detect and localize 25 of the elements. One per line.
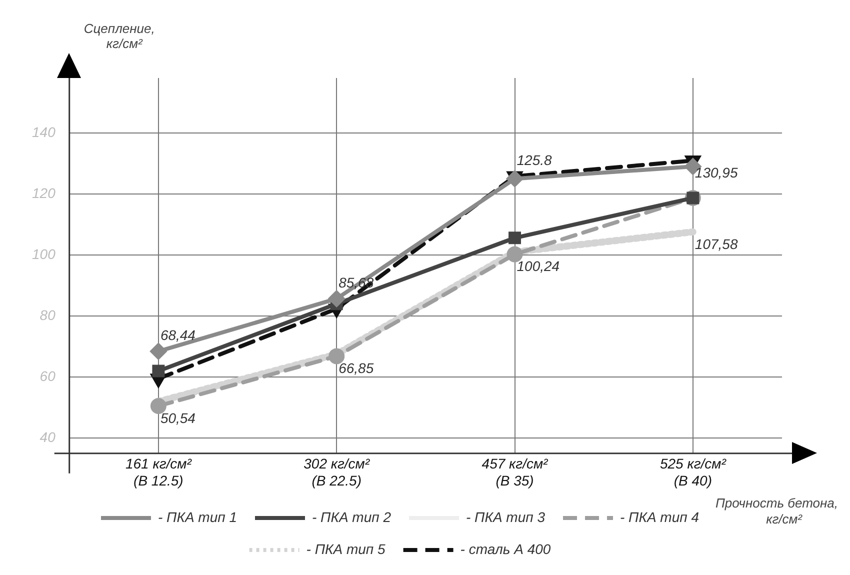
x-axis-title: Прочность бетона, кг/см² <box>716 496 838 527</box>
legend-label: - ПКА тип 4 <box>620 508 700 525</box>
y-tick-label: 80 <box>40 306 56 323</box>
y-tick-label: 120 <box>32 184 56 201</box>
legend-label: - ПКА тип 5 <box>306 540 386 557</box>
x-tick-label: 302 кг/см² (В 22.5) <box>304 456 371 488</box>
data-label: 66,85 <box>338 360 374 376</box>
x-tick-label: 457 кг/см² (В 35) <box>482 456 550 488</box>
data-label: 130,95 <box>694 164 738 180</box>
data-label: 125.8 <box>516 152 552 168</box>
x-tick-label: 161 кг/см² (В 12.5) <box>125 456 193 488</box>
legend-label: - ПКА тип 1 <box>158 508 238 525</box>
legend-label: - ПКА тип 3 <box>466 508 546 525</box>
data-label: 50,54 <box>160 410 196 426</box>
data-label: 68,44 <box>160 327 196 344</box>
legend-label: - ПКА тип 2 <box>312 508 392 525</box>
data-label: 100,24 <box>516 258 560 274</box>
y-axis-title: Сцепление, кг/см² <box>84 21 155 52</box>
y-tick-label: 60 <box>40 368 56 384</box>
data-label: 107,58 <box>694 236 738 252</box>
y-tick-label: 100 <box>32 246 56 262</box>
legend-label: - сталь А 400 <box>460 540 551 557</box>
y-tick-label: 40 <box>40 429 56 446</box>
y-tick-label: 140 <box>32 124 56 140</box>
x-tick-label: 525 кг/см² (В 40) <box>660 456 728 488</box>
